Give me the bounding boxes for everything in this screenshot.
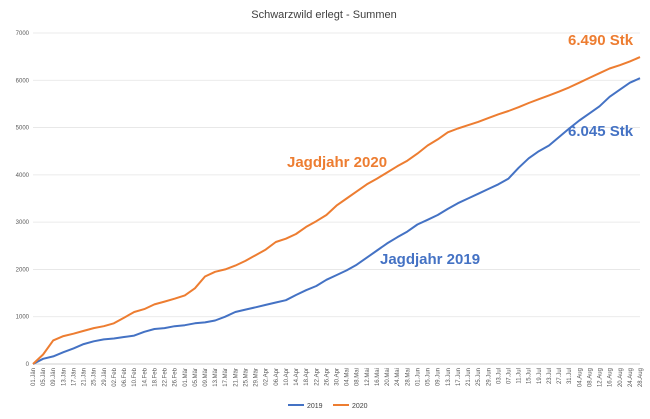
x-tick-label: 29.Jun bbox=[486, 368, 492, 386]
x-tick-label: 09.Jän bbox=[51, 368, 57, 386]
x-tick-label: 29.Jän bbox=[102, 368, 108, 386]
x-tick-label: 08.Mai bbox=[355, 368, 361, 386]
x-tick-label: 25.Mär bbox=[243, 368, 249, 387]
x-tick-label: 14.Apr bbox=[294, 368, 300, 386]
series-line-2020 bbox=[32, 56, 641, 365]
x-tick-label: 18.Apr bbox=[304, 368, 310, 386]
x-tick-label: 04.Mai bbox=[345, 368, 351, 386]
x-tick-label: 19.Jul bbox=[537, 368, 543, 384]
legend: 2019 2020 bbox=[288, 403, 368, 410]
y-tick-label: 0 bbox=[26, 362, 30, 368]
gridlines bbox=[33, 32, 640, 365]
x-tick-label: 16.Aug bbox=[608, 368, 614, 387]
x-tick-label: 17.Jän bbox=[71, 368, 77, 386]
x-tick-label: 11.Jul bbox=[517, 368, 523, 384]
x-tick-label: 01.Jun bbox=[415, 368, 421, 386]
x-tick-label: 29.Mär bbox=[254, 368, 260, 387]
series-line-2019 bbox=[32, 77, 641, 365]
x-tick-label: 01.Mär bbox=[183, 368, 189, 387]
x-tick-label: 31.Jul bbox=[567, 368, 573, 384]
x-tick-label: 08.Aug bbox=[587, 368, 593, 387]
x-tick-label: 10.Feb bbox=[132, 367, 138, 386]
y-tick-label: 6000 bbox=[16, 78, 30, 84]
x-tick-label: 24.Mai bbox=[395, 368, 401, 386]
x-tick-label: 21.Mär bbox=[233, 368, 239, 387]
x-tick-label: 14.Feb bbox=[142, 367, 148, 386]
x-tick-label: 13.Jän bbox=[61, 368, 67, 386]
x-tick-label: 09.Jun bbox=[436, 368, 442, 386]
x-tick-label: 07.Jul bbox=[506, 368, 512, 384]
legend-label-2020: 2020 bbox=[352, 403, 368, 410]
x-tick-label: 25.Jun bbox=[476, 368, 482, 386]
annotation-2019-label: Jagdjahr 2019 bbox=[380, 251, 480, 268]
x-tick-label: 28.Mai bbox=[405, 368, 411, 386]
x-tick-label: 24.Aug bbox=[628, 368, 634, 387]
x-tick-label: 20.Mai bbox=[385, 368, 391, 386]
x-tick-label: 09.Mär bbox=[203, 368, 209, 387]
x-tick-label: 05.Mär bbox=[193, 368, 199, 387]
x-tick-label: 22.Feb bbox=[163, 367, 169, 386]
y-tick-label: 5000 bbox=[16, 126, 30, 132]
x-tick-label: 13.Mär bbox=[213, 368, 219, 387]
x-tick-label: 22.Apr bbox=[314, 368, 320, 386]
x-tick-label: 21.Jun bbox=[466, 368, 472, 386]
series-lines bbox=[32, 56, 641, 365]
x-tick-label: 23.Jul bbox=[547, 368, 553, 384]
x-tick-label: 05.Jän bbox=[41, 368, 47, 386]
y-tick-label: 1000 bbox=[16, 315, 30, 321]
x-tick-label: 12.Aug bbox=[598, 368, 604, 387]
y-tick-label: 4000 bbox=[16, 173, 30, 179]
x-tick-label: 04.Aug bbox=[577, 368, 583, 387]
x-tick-label: 21.Jän bbox=[82, 368, 88, 386]
x-tick-label: 03.Jul bbox=[496, 368, 502, 384]
x-tick-label: 25.Jän bbox=[92, 368, 98, 386]
y-axis-ticks: 0 1000 2000 3000 4000 5000 6000 7000 bbox=[16, 31, 30, 368]
chart-title: Schwarzwild erlegt - Summen bbox=[251, 9, 397, 21]
y-tick-label: 7000 bbox=[16, 31, 30, 37]
x-tick-label: 17.Jun bbox=[456, 368, 462, 386]
x-tick-label: 30.Apr bbox=[335, 368, 341, 386]
x-tick-label: 20.Aug bbox=[618, 368, 624, 387]
annotation-2020-label: Jagdjahr 2020 bbox=[287, 154, 387, 171]
x-tick-label: 27.Jul bbox=[557, 368, 563, 384]
x-tick-label: 16.Mai bbox=[375, 368, 381, 386]
legend-label-2019: 2019 bbox=[307, 403, 323, 410]
x-axis-ticks: 01.Jän 05.Jän 09.Jän 13.Jän 17.Jän 21.Jän 25.J… bbox=[31, 367, 644, 387]
x-tick-label: 26.Apr bbox=[324, 368, 330, 386]
x-tick-label: 02.Apr bbox=[264, 368, 270, 386]
x-tick-label: 15.Jul bbox=[527, 368, 533, 384]
x-tick-label: 12.Mai bbox=[365, 368, 371, 386]
x-tick-label: 13.Jun bbox=[446, 368, 452, 386]
x-tick-label: 06.Feb bbox=[122, 367, 128, 386]
annotation-2019-total: 6.045 Stk bbox=[568, 123, 634, 140]
x-tick-label: 17.Mär bbox=[223, 368, 229, 387]
y-tick-label: 2000 bbox=[16, 267, 30, 273]
x-tick-label: 01.Jän bbox=[31, 368, 37, 386]
x-tick-label: 10.Apr bbox=[284, 368, 290, 386]
x-tick-label: 26.Feb bbox=[173, 367, 179, 386]
x-tick-label: 28.Aug bbox=[638, 368, 644, 387]
annotation-2020-total: 6.490 Stk bbox=[568, 32, 634, 49]
x-tick-label: 02.Feb bbox=[112, 367, 118, 386]
x-tick-label: 06.Apr bbox=[274, 368, 280, 386]
y-tick-label: 3000 bbox=[16, 220, 30, 226]
x-tick-label: 18.Feb bbox=[152, 367, 158, 386]
x-tick-label: 05.Jun bbox=[426, 368, 432, 386]
